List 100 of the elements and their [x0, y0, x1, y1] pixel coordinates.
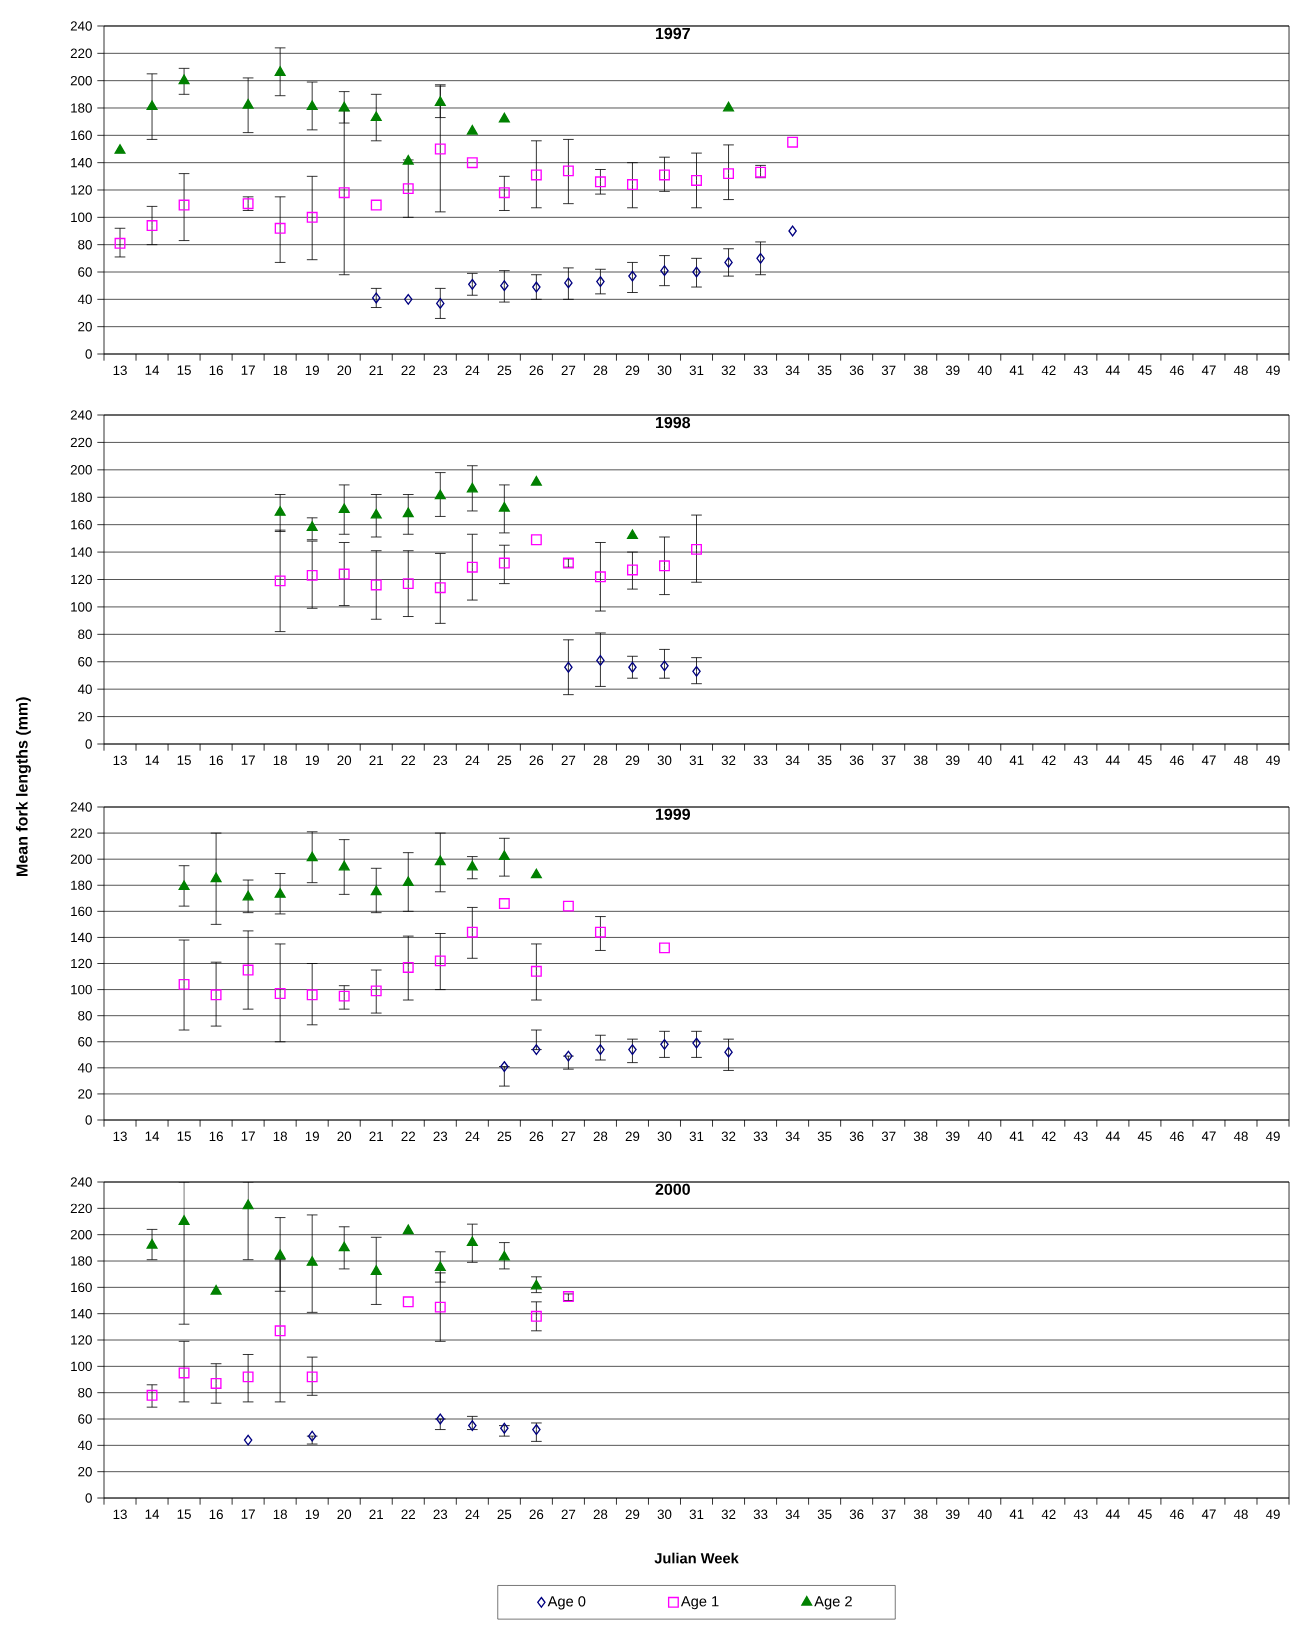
x-tick-label: 23: [433, 1509, 448, 1520]
point: [434, 489, 446, 500]
x-tick-label: 27: [561, 1509, 576, 1519]
point: [306, 1371, 318, 1383]
point: [530, 475, 542, 486]
point: [306, 100, 318, 111]
x-tick-label: 48: [1233, 365, 1248, 376]
point: [402, 507, 414, 518]
x-tick-label: 41: [1009, 1509, 1024, 1519]
x-tick-label: 36: [849, 1509, 864, 1520]
x-tick-label: 32: [721, 1509, 736, 1520]
x-tick-label: 34: [785, 1131, 800, 1142]
x-tick-label: 33: [753, 1509, 768, 1520]
point: [243, 1434, 253, 1446]
point: [562, 900, 574, 912]
legend-label: Age 1: [680, 1596, 719, 1610]
x-tick-label: 48: [1233, 1509, 1248, 1520]
point: [307, 1430, 317, 1442]
point: [210, 989, 222, 1001]
point: [691, 174, 702, 186]
x-tick-label: 42: [1041, 1509, 1056, 1519]
chart-title: 1998: [656, 416, 691, 429]
point: [274, 222, 286, 234]
y-tick-label: 20: [78, 1089, 92, 1099]
x-tick-label: 43: [1073, 365, 1088, 376]
x-tick-label: 30: [657, 1131, 672, 1142]
point: [178, 1215, 190, 1225]
x-tick-label: 16: [209, 1131, 223, 1142]
x-tick-label: 47: [1201, 365, 1216, 375]
point: [659, 560, 670, 572]
x-tick-label: 49: [1265, 1131, 1280, 1142]
point: [466, 124, 478, 135]
point: [692, 1037, 701, 1049]
y-tick-label: 160: [71, 519, 92, 530]
y-tick-label: 160: [71, 906, 92, 917]
y-tick-label: 60: [78, 267, 92, 277]
x-tick-label: 49: [1265, 1509, 1280, 1520]
point: [724, 256, 733, 268]
y-tick-label: 180: [71, 103, 92, 113]
point: [210, 1378, 222, 1389]
y-tick-label: 200: [70, 465, 92, 475]
point: [564, 1050, 573, 1062]
x-tick-label: 18: [273, 755, 287, 766]
point: [660, 265, 669, 277]
x-tick-label: 16: [209, 755, 223, 766]
y-tick-label: 160: [71, 1282, 92, 1293]
x-tick-label: 35: [817, 755, 832, 766]
x-tick-label: 25: [497, 755, 512, 766]
point: [530, 965, 542, 977]
point: [436, 297, 445, 309]
x-tick-label: 36: [849, 1131, 864, 1142]
x-tick-label: 13: [113, 755, 127, 766]
y-tick-label: 100: [71, 212, 92, 223]
point: [338, 990, 350, 1002]
y-tick-label: 40: [77, 1063, 92, 1073]
x-tick-label: 25: [497, 365, 512, 376]
x-tick-label: 37: [881, 1131, 896, 1142]
point: [274, 66, 286, 76]
x-tick-label: 41: [1009, 1131, 1024, 1141]
point: [370, 885, 382, 896]
x-tick-label: 33: [753, 1131, 768, 1142]
y-tick-label: 140: [71, 932, 92, 943]
point: [371, 292, 381, 304]
point: [402, 183, 414, 195]
point: [594, 571, 606, 583]
y-tick-label: 240: [70, 802, 92, 812]
chart-title: 1997: [656, 27, 690, 40]
x-tick-label: 21: [369, 1131, 384, 1141]
point: [626, 179, 638, 190]
point: [498, 1250, 510, 1261]
x-axis-title: Julian Week: [654, 1552, 739, 1564]
point: [659, 942, 670, 954]
y-tick-label: 100: [71, 984, 92, 995]
y-tick-label: 60: [78, 1037, 92, 1047]
point: [274, 1325, 286, 1337]
x-tick-label: 49: [1265, 755, 1280, 766]
y-tick-label: 80: [78, 239, 92, 250]
y-tick-label: 0: [85, 1493, 92, 1503]
point: [306, 851, 318, 862]
point: [434, 143, 446, 155]
point: [146, 1389, 158, 1401]
point: [660, 660, 669, 672]
x-tick-label: 18: [273, 1509, 287, 1520]
x-tick-label: 37: [881, 1509, 896, 1520]
y-tick-label: 60: [78, 1414, 92, 1424]
y-tick-label: 120: [71, 1335, 92, 1345]
x-tick-label: 45: [1137, 1509, 1152, 1519]
x-tick-label: 34: [785, 755, 800, 766]
x-tick-label: 17: [241, 365, 255, 375]
point: [370, 579, 382, 591]
x-tick-label: 26: [529, 755, 544, 766]
y-tick-label: 180: [71, 1256, 92, 1266]
x-tick-label: 33: [753, 755, 768, 766]
point: [434, 582, 446, 594]
x-tick-label: 42: [1041, 1131, 1056, 1141]
y-tick-label: 40: [77, 294, 92, 305]
x-tick-label: 21: [369, 755, 384, 765]
point: [178, 1367, 190, 1379]
x-tick-label: 20: [337, 1131, 352, 1142]
y-tick-label: 120: [71, 958, 92, 969]
